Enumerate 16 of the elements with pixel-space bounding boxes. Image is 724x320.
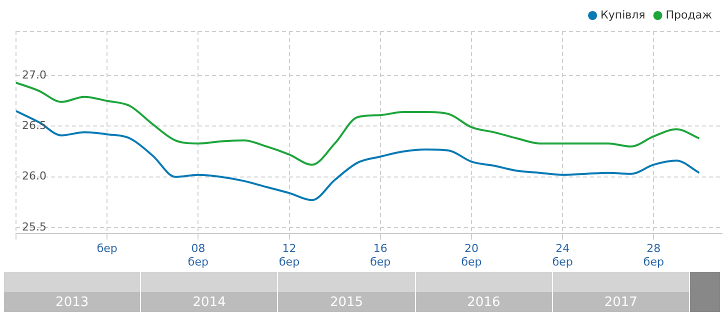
x-tick-label: 28 бер <box>643 242 664 268</box>
y-tick-label: 26.0 <box>22 170 46 183</box>
y-tick-label: 27.0 <box>22 68 46 82</box>
x-tick-label: 20 бер <box>461 242 482 268</box>
line-series <box>16 110 700 202</box>
y-tick-label: 26.5 <box>22 119 46 132</box>
x-tick-label: 08 бер <box>188 242 208 268</box>
x-tick-label: 12 бер <box>279 242 300 268</box>
y-tick-label: 25.5 <box>22 220 46 234</box>
line-series <box>16 82 700 166</box>
x-tick-label: 24 бер <box>552 242 573 268</box>
x-tick-label: бер <box>96 242 118 256</box>
legend-label: Продаж <box>666 8 712 22</box>
legend-label: Купівля <box>600 8 646 22</box>
range-navigator: 2013 2014 2015 2016 2017 <box>4 272 720 312</box>
x-tick-label: 16 бер <box>370 242 391 268</box>
